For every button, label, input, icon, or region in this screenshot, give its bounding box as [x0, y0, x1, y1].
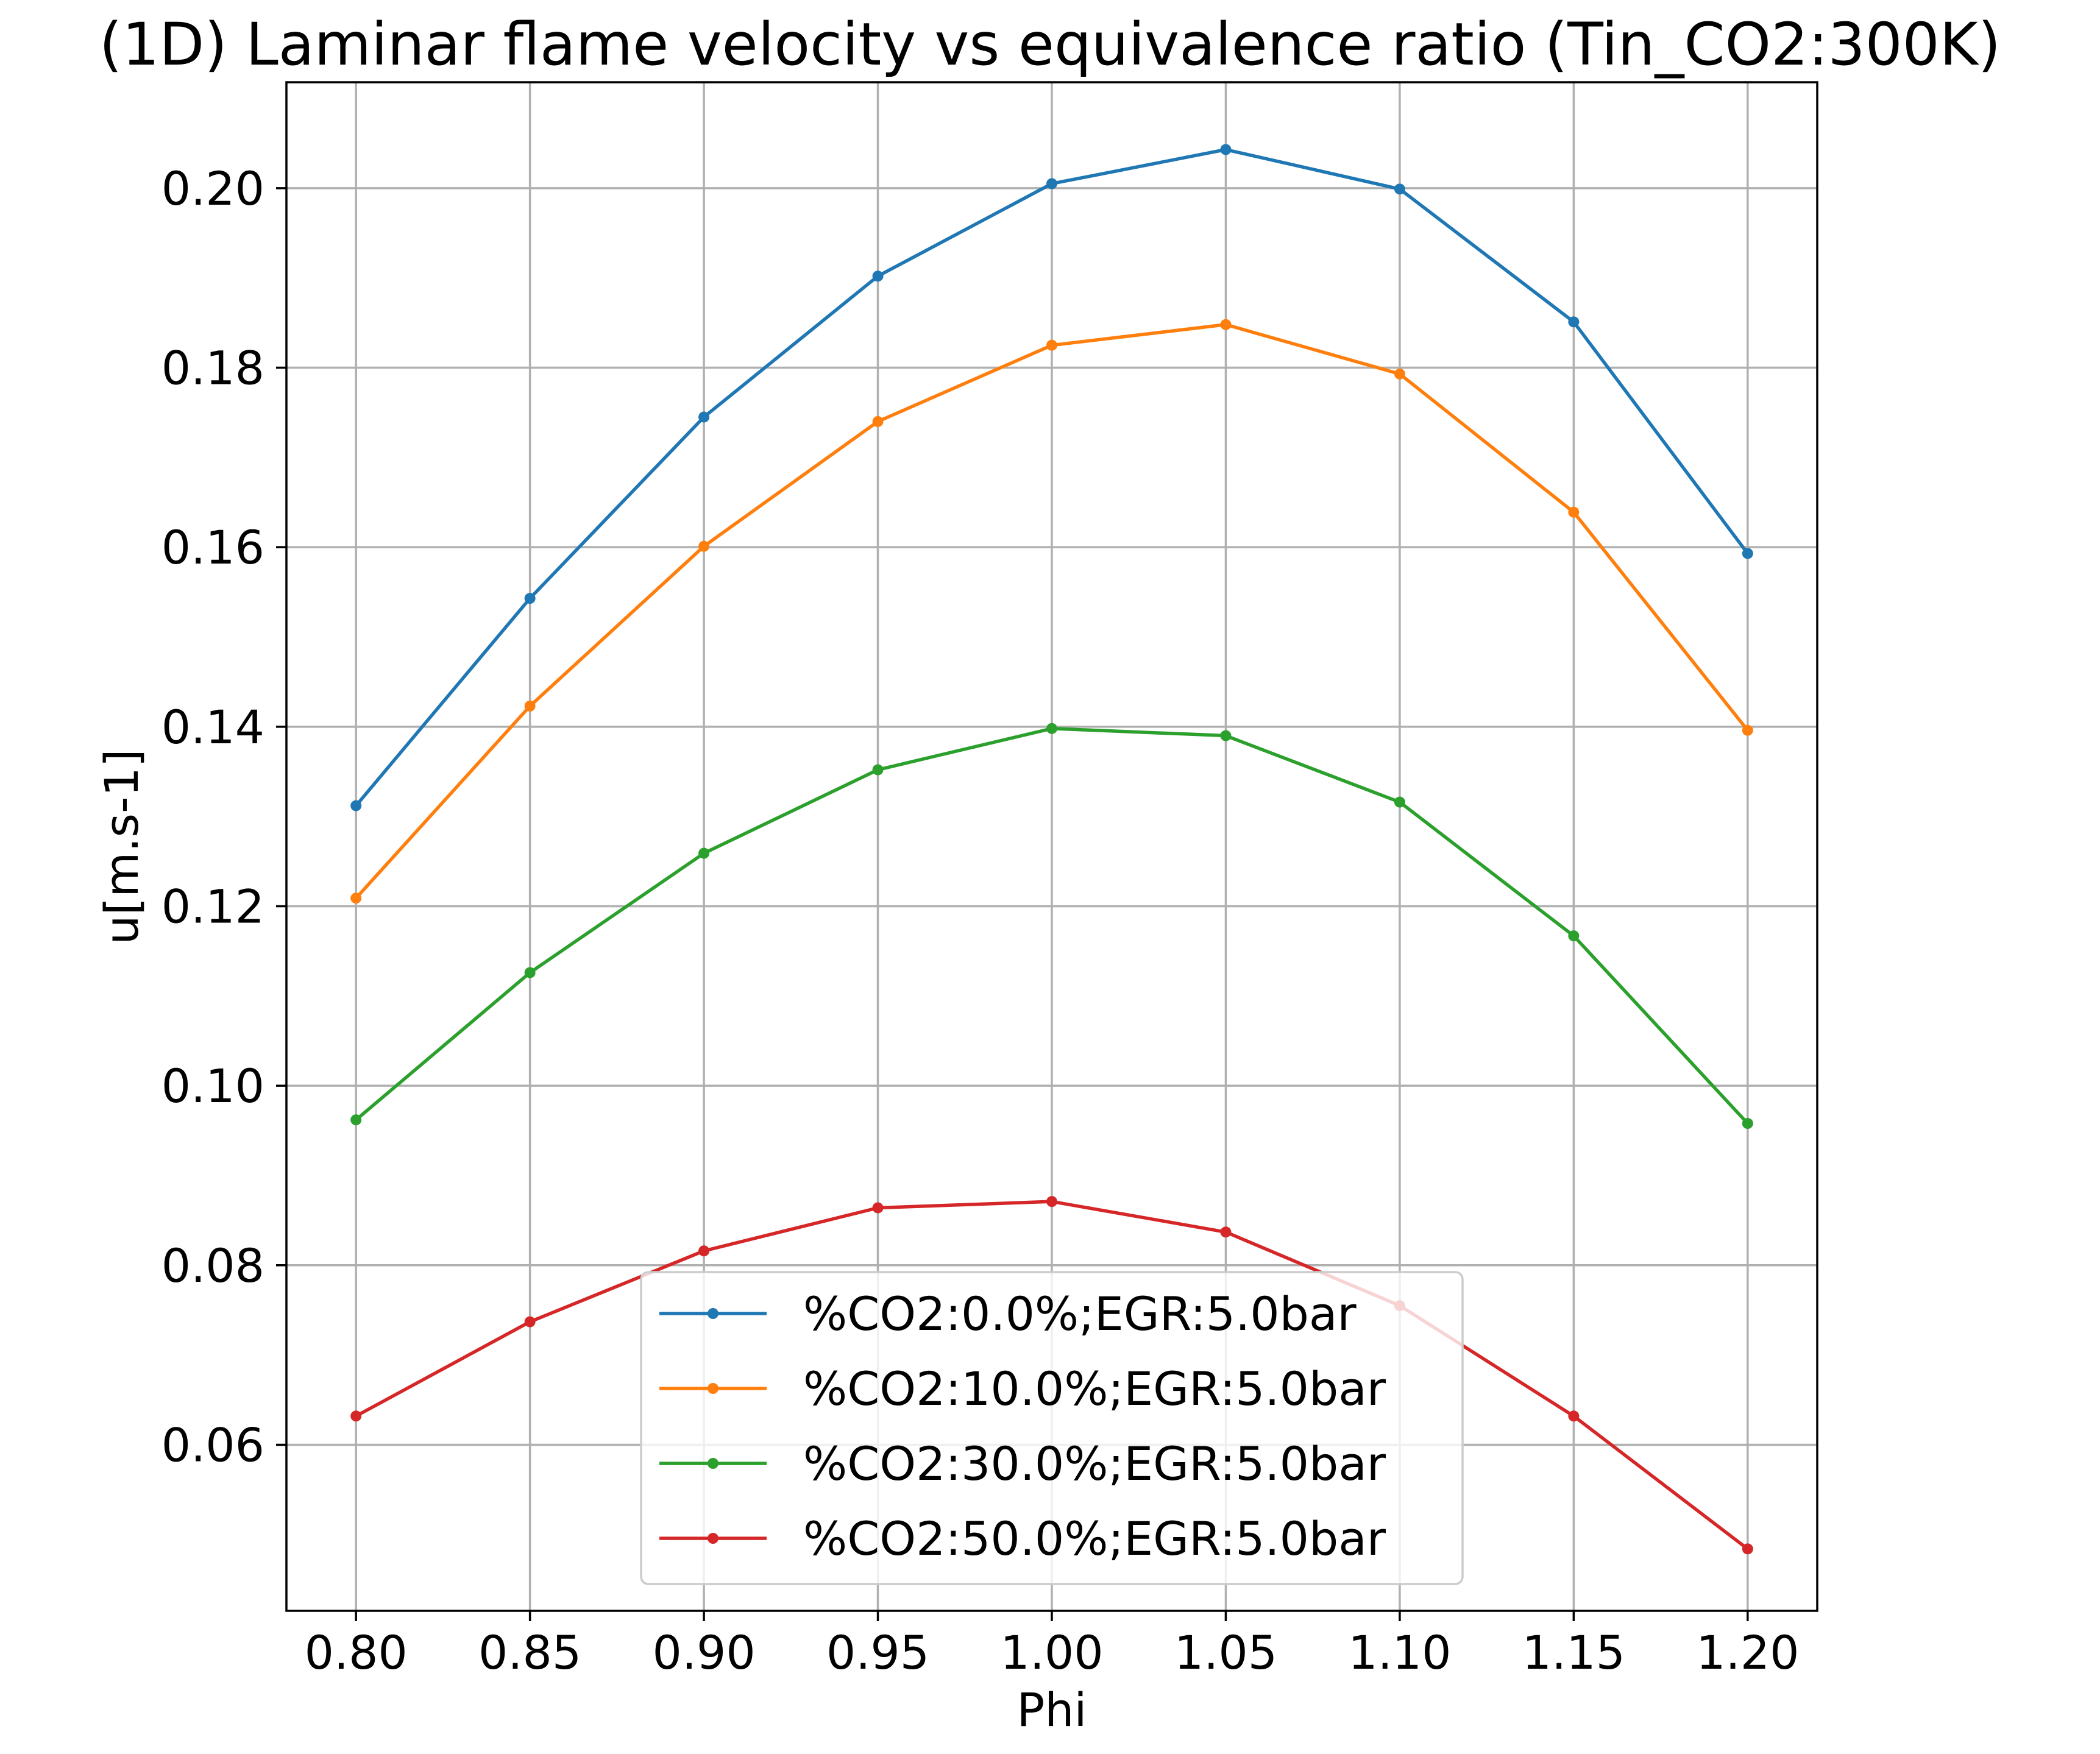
y-tick-label: 0.12: [161, 879, 264, 933]
data-point: [872, 416, 884, 427]
legend-label: %CO2:30.0%;EGR:5.0bar: [803, 1437, 1386, 1491]
y-tick-label: 0.08: [161, 1239, 264, 1293]
data-point: [1568, 506, 1580, 518]
x-tick-label: 1.05: [1174, 1625, 1277, 1680]
y-tick-label: 0.10: [161, 1059, 264, 1113]
y-tick-label: 0.18: [161, 341, 264, 395]
x-tick-label: 1.20: [1696, 1625, 1799, 1680]
data-point: [1742, 724, 1753, 736]
x-tick-label: 0.95: [826, 1625, 929, 1680]
data-point: [1046, 1196, 1057, 1208]
x-tick-label: 0.80: [305, 1625, 408, 1680]
x-tick-label: 1.15: [1522, 1625, 1625, 1680]
data-point: [350, 1410, 362, 1422]
chart-title: (1D) Laminar flame velocity vs equivalen…: [99, 10, 2001, 79]
legend-label: %CO2:0.0%;EGR:5.0bar: [803, 1287, 1357, 1341]
series-layer: [350, 144, 1753, 1555]
data-point: [524, 967, 536, 978]
x-tick-label: 0.90: [652, 1625, 755, 1680]
data-point: [1742, 1543, 1753, 1555]
data-point: [524, 1316, 536, 1328]
legend-swatch-marker: [708, 1383, 718, 1394]
data-point: [1220, 1226, 1232, 1238]
data-point: [1394, 796, 1405, 808]
x-tick-label: 1.10: [1348, 1625, 1451, 1680]
series-3: [350, 1196, 1753, 1555]
legend: %CO2:0.0%;EGR:5.0bar %CO2:10.0%;EGR:5.0ba…: [640, 1271, 1464, 1585]
data-point: [524, 700, 536, 712]
data-point: [1568, 930, 1580, 942]
legend-item: %CO2:50.0%;EGR:5.0bar: [659, 1512, 1386, 1566]
legend-swatch-marker: [708, 1533, 718, 1544]
data-point: [872, 271, 884, 282]
data-point: [1394, 368, 1405, 380]
data-point: [1394, 183, 1405, 195]
y-axis-label: u[m.s-1]: [94, 749, 149, 944]
legend-item: %CO2:30.0%;EGR:5.0bar: [659, 1437, 1386, 1491]
legend-box: [640, 1271, 1464, 1585]
x-tick-label: 0.85: [478, 1625, 581, 1680]
series-0: [350, 144, 1753, 812]
data-point: [524, 593, 536, 604]
y-tick-label: 0.20: [161, 161, 264, 216]
data-point: [698, 847, 710, 859]
data-point: [1568, 1410, 1580, 1422]
data-point: [1742, 548, 1753, 559]
y-tick-label: 0.06: [161, 1418, 264, 1472]
legend-label: %CO2:50.0%;EGR:5.0bar: [803, 1512, 1386, 1566]
axis-ticks: 0.80 0.85 0.90 0.95 1.00 1.05 1.10 1.15 1.20 0.06…: [161, 161, 1800, 1680]
legend-swatch-marker: [708, 1308, 718, 1319]
series-2: [350, 723, 1753, 1130]
legend-item: %CO2:0.0%;EGR:5.0bar: [659, 1287, 1357, 1341]
data-point: [350, 1114, 362, 1126]
y-tick-label: 0.16: [161, 520, 264, 575]
data-point: [1220, 144, 1232, 155]
data-point: [1220, 319, 1232, 330]
data-point: [1742, 1118, 1753, 1130]
data-point: [350, 893, 362, 904]
data-point: [1220, 730, 1232, 741]
data-point: [872, 764, 884, 776]
data-point: [872, 1202, 884, 1214]
data-point: [1046, 723, 1057, 734]
data-point: [1568, 316, 1580, 328]
data-point: [698, 411, 710, 423]
data-point: [698, 540, 710, 552]
data-point: [698, 1245, 710, 1257]
data-point: [1046, 178, 1057, 189]
data-point: [350, 800, 362, 812]
y-tick-label: 0.14: [161, 700, 264, 754]
data-point: [1046, 339, 1057, 351]
legend-item: %CO2:10.0%;EGR:5.0bar: [659, 1362, 1386, 1416]
series-1: [350, 319, 1753, 904]
legend-label: %CO2:10.0%;EGR:5.0bar: [803, 1362, 1386, 1416]
x-tick-label: 1.00: [1000, 1625, 1103, 1680]
legend-swatch-marker: [708, 1458, 718, 1469]
x-axis-label: Phi: [1016, 1683, 1087, 1737]
